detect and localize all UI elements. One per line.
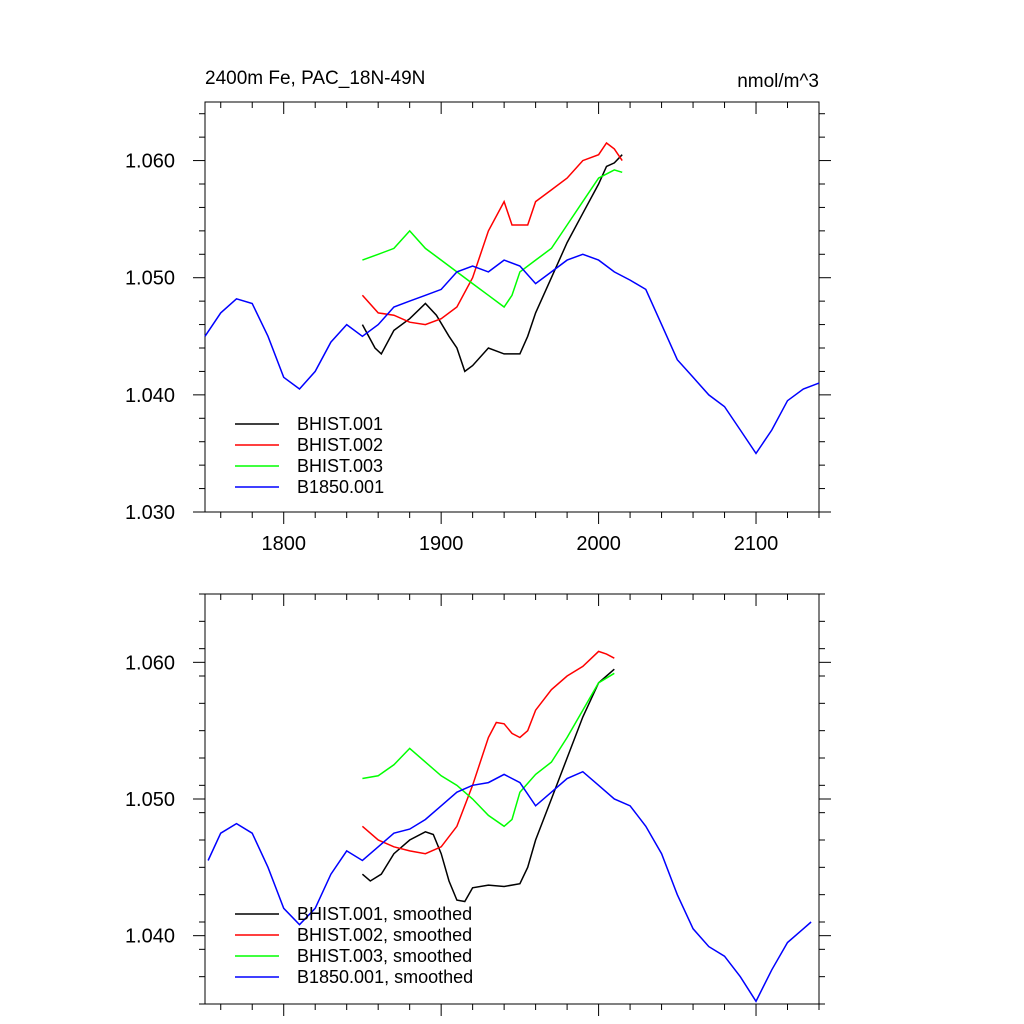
bottom-series-line-2 — [361, 650, 615, 855]
top-ytick-label: 1.060 — [125, 151, 175, 173]
bottom-axis-ticks: 1.040 1.050 1.060 — [125, 593, 831, 1016]
top-ytick-label: 1.050 — [125, 268, 175, 290]
top-ytick-label: 1.040 — [125, 385, 175, 407]
top-axis-ticks: 1800 1900 2000 2100 1.030 1.040 1.050 1.060 — [125, 102, 831, 555]
top-series-line-2 — [361, 141, 623, 326]
top-series-line-3 — [362, 169, 623, 309]
top-chart-title: 2400m Fe, PAC_18N-49N — [205, 68, 425, 89]
top-units-label: nmol/m^3 — [737, 71, 819, 92]
bottom-legend-label: B1850.001, smoothed — [297, 967, 473, 987]
bottom-ytick-label: 1.050 — [125, 789, 175, 811]
top-legend-label: BHIST.002 — [297, 435, 383, 455]
top-panel: 1800 1900 2000 2100 1.030 1.040 1.050 1.060 BHI… — [125, 68, 831, 555]
top-series-line-4 — [204, 253, 820, 455]
top-xtick-label: 1800 — [261, 533, 306, 555]
top-series-line-1 — [361, 154, 623, 373]
top-xtick-label: 2100 — [734, 533, 779, 555]
bottom-series-line-1 — [361, 668, 615, 903]
bottom-series-line-4 — [207, 770, 812, 1003]
bottom-legend-label: BHIST.003, smoothed — [297, 946, 472, 966]
top-legend-label: BHIST.003 — [297, 456, 383, 476]
bottom-ytick-label: 1.040 — [125, 926, 175, 948]
bottom-ytick-label: 1.060 — [125, 652, 175, 674]
bottom-series-group — [207, 650, 812, 1003]
bottom-legend-label: BHIST.002, smoothed — [297, 925, 472, 945]
top-ytick-label: 1.030 — [125, 502, 175, 524]
top-plot-frame — [204, 101, 820, 513]
top-series-group — [204, 141, 820, 455]
top-legend-label: B1850.001 — [297, 477, 384, 497]
top-xtick-label: 2000 — [576, 533, 621, 555]
top-xtick-label: 1900 — [419, 533, 464, 555]
bottom-series-line-3 — [362, 672, 615, 828]
top-legend-label: BHIST.001 — [297, 414, 383, 434]
bottom-legend-label: BHIST.001, smoothed — [297, 904, 472, 924]
